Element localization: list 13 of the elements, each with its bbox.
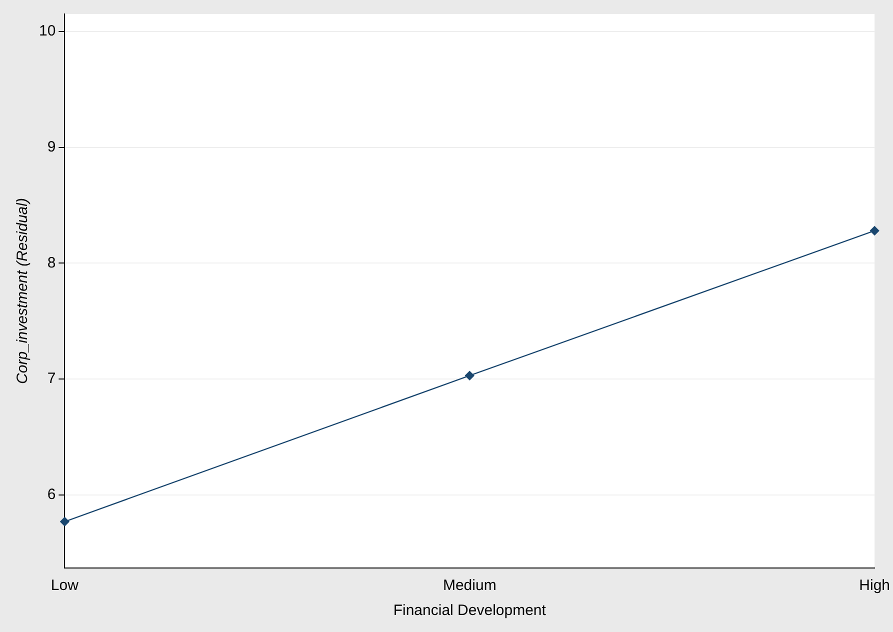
- y-tick-label: 7: [47, 370, 56, 388]
- x-tick-label: Low: [50, 577, 79, 594]
- point: [870, 226, 880, 236]
- point: [465, 371, 474, 380]
- y-tick-label: 10: [38, 22, 56, 40]
- x-tick-label: High: [859, 577, 890, 594]
- y-axis-title: Corp_investment (Residual): [14, 198, 32, 384]
- y-tick-label: 8: [47, 254, 56, 272]
- y-tick-label: 9: [47, 138, 56, 156]
- x-tick-label: Medium: [442, 577, 496, 594]
- x-axis-title: Financial Development: [393, 602, 547, 620]
- y-tick-label: 6: [47, 486, 56, 504]
- point: [60, 517, 70, 526]
